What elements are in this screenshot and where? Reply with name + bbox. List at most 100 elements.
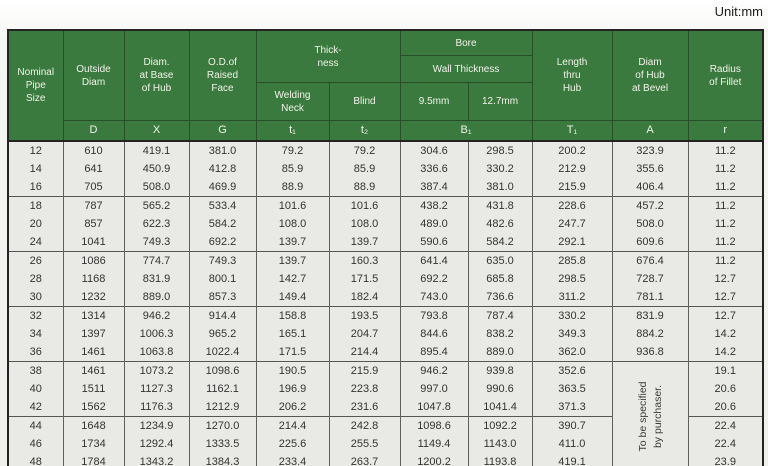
table-cell: 1562 [62, 398, 125, 417]
table-cell: 204.7 [328, 325, 401, 343]
symbol-g: G [188, 120, 257, 142]
table-cell: 831.9 [611, 306, 689, 325]
table-cell: 914.4 [188, 306, 257, 325]
table-cell: 411.0 [531, 435, 613, 453]
table-cell: 32 [7, 306, 64, 325]
table-row: 38 1461 1073.2 1098.6 190.5 215.9 946.2 939.8 35… [7, 361, 764, 466]
table-cell: 214.4 [328, 343, 401, 362]
table-cell: 889.0 [123, 288, 190, 307]
table-cell: 489.0 [399, 215, 469, 233]
col-header-radius-of-fillet: Radius of Fillet [687, 29, 764, 121]
table-cell: 838.2 [467, 325, 533, 343]
table-cell: 160.3 [328, 251, 401, 270]
table-cell: 692.2 [399, 270, 469, 288]
table-cell: 46 [7, 435, 64, 453]
table-row: 30 1232 889.0 857.3 149.4 182.4 743.0 736.6 311.… [7, 288, 764, 307]
table-cell: 406.4 [611, 178, 689, 197]
table-cell: 231.6 [328, 398, 401, 417]
table-cell: 743.0 [399, 288, 469, 307]
table-cell: 363.5 [531, 380, 613, 398]
col-header-diam-at-base-of-hub: Diam. at Base of Hub [123, 29, 190, 121]
table-row: 42 1562 1176.3 1212.9 206.2 231.6 1047.8 1041.4… [7, 398, 764, 417]
table-cell: 946.2 [123, 306, 190, 325]
table-cell: 635.0 [467, 251, 533, 270]
unit-label: Unit:mm [714, 4, 763, 19]
table-cell: 685.8 [467, 270, 533, 288]
table-cell: 149.4 [255, 288, 330, 307]
table-cell: 610 [62, 141, 125, 160]
table-cell: 1734 [62, 435, 125, 453]
table-cell: 1092.2 [467, 416, 533, 435]
table-cell: 641 [62, 160, 125, 178]
table-cell: 844.6 [399, 325, 469, 343]
table-cell: 171.5 [255, 343, 330, 362]
table-cell: 1648 [62, 416, 125, 435]
table-cell: 165.1 [255, 325, 330, 343]
table-cell: 1200.2 [399, 453, 469, 466]
table-cell: 40 [7, 380, 64, 398]
table-cell: 965.2 [188, 325, 257, 343]
table-row: 20 857 622.3 584.2 108.0 108.0 489.0 482.6 247.7… [7, 215, 764, 233]
table-row: 40 1511 1127.3 1162.1 196.9 223.8 997.0 990.6 36… [7, 380, 764, 398]
col-header-blind: Blind [328, 82, 401, 121]
table-cell: 1162.1 [188, 380, 257, 398]
table-cell: 14.2 [687, 343, 764, 362]
col-header-welding-neck: Welding Neck [255, 82, 330, 121]
table-cell: 946.2 [399, 361, 469, 380]
table-cell: 1041.4 [467, 398, 533, 417]
symbol-t1: t₁ [255, 120, 330, 142]
table-cell: 787.4 [467, 306, 533, 325]
table-cell: 419.1 [123, 141, 190, 160]
table-row: 24 1041 749.3 692.2 139.7 139.7 590.6 584.2 292.… [7, 233, 764, 252]
table-cell: 939.8 [467, 361, 533, 380]
table-cell: 14 [7, 160, 64, 178]
col-header-thickness: Thick- ness [255, 29, 401, 83]
table-cell: 330.2 [467, 160, 533, 178]
table-cell: 1270.0 [188, 416, 257, 435]
table-cell: 215.9 [531, 178, 613, 197]
table-cell: 431.8 [467, 196, 533, 215]
table-cell: 215.9 [328, 361, 401, 380]
table-cell: 20 [7, 215, 64, 233]
table-cell: 705 [62, 178, 125, 197]
table-cell: 1041 [62, 233, 125, 252]
table-cell: 1073.2 [123, 361, 190, 380]
table-cell: 88.9 [255, 178, 330, 197]
table-cell: 1397 [62, 325, 125, 343]
table-cell: 1292.4 [123, 435, 190, 453]
table-cell: 22.4 [687, 435, 764, 453]
table-cell: 285.8 [531, 251, 613, 270]
table-cell: 19.1 [687, 361, 764, 380]
table-cell: 1784 [62, 453, 125, 466]
table-cell: 371.3 [531, 398, 613, 417]
table-cell: 590.6 [399, 233, 469, 252]
table-cell: 16 [7, 178, 64, 197]
table-cell: 206.2 [255, 398, 330, 417]
table-cell: 774.7 [123, 251, 190, 270]
table-cell: 508.0 [611, 215, 689, 233]
table-cell: 142.7 [255, 270, 330, 288]
table-cell: 108.0 [328, 215, 401, 233]
table-cell: 11.2 [687, 160, 764, 178]
table-cell: 88.9 [328, 178, 401, 197]
symbol-a: A [611, 120, 689, 142]
table-cell: 223.8 [328, 380, 401, 398]
header-row-symbols: D X G t₁ t₂ B₁ T₁ A r [8, 120, 764, 142]
table-cell: 330.2 [531, 306, 613, 325]
table-cell: 298.5 [531, 270, 613, 288]
table-cell: 584.2 [467, 233, 533, 252]
table-row: 34 1397 1006.3 965.2 165.1 204.7 844.6 838.2 349… [7, 325, 764, 343]
col-header-length-thru-hub: Length thru Hub [531, 29, 613, 121]
table-cell: 622.3 [123, 215, 190, 233]
col-header-wall-thickness: Wall Thickness [399, 55, 533, 83]
table-cell: 1047.8 [399, 398, 469, 417]
table-cell: 355.6 [611, 160, 689, 178]
flange-dimensions-table: Nominal Pipe Size Outside Diam Diam. at … [7, 29, 765, 466]
table-cell: 247.7 [531, 215, 613, 233]
table-cell: 24 [7, 233, 64, 252]
table-cell: 1143.0 [467, 435, 533, 453]
symbol-d: D [62, 120, 125, 142]
table-cell: 200.2 [531, 141, 613, 160]
table-cell: 1127.3 [123, 380, 190, 398]
